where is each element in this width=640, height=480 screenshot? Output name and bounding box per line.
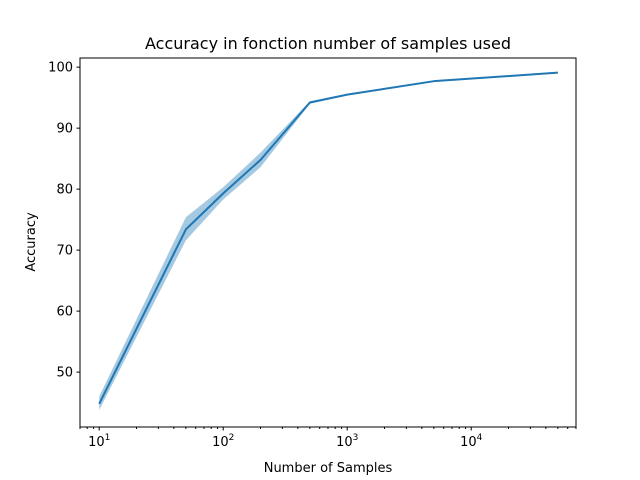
- y-tick-label: 50: [56, 366, 73, 381]
- y-tick-label: 90: [56, 122, 73, 137]
- x-tick-label: 101: [88, 433, 110, 450]
- y-tick-label: 80: [56, 183, 73, 198]
- x-tick-label: 102: [212, 433, 234, 450]
- series-line: [98, 71, 558, 405]
- x-tick-label: 103: [336, 433, 358, 450]
- plot-area: [98, 71, 558, 410]
- y-tick-label: 70: [56, 244, 73, 259]
- x-axis-label: Number of Samples: [264, 461, 393, 476]
- x-tick-label: 104: [460, 433, 483, 450]
- y-axis-ticks: 50 60 70 80 90 100: [48, 61, 80, 381]
- y-tick-label: 60: [56, 305, 73, 320]
- confidence-band: [99, 72, 558, 410]
- chart-title: Accuracy in fonction number of samples u…: [145, 34, 511, 53]
- y-axis-label: Accuracy: [24, 212, 39, 272]
- axes-frame: [79, 57, 577, 428]
- y-tick-label: 100: [48, 61, 73, 76]
- x-axis-ticks: 101 102 103 104: [79, 427, 577, 450]
